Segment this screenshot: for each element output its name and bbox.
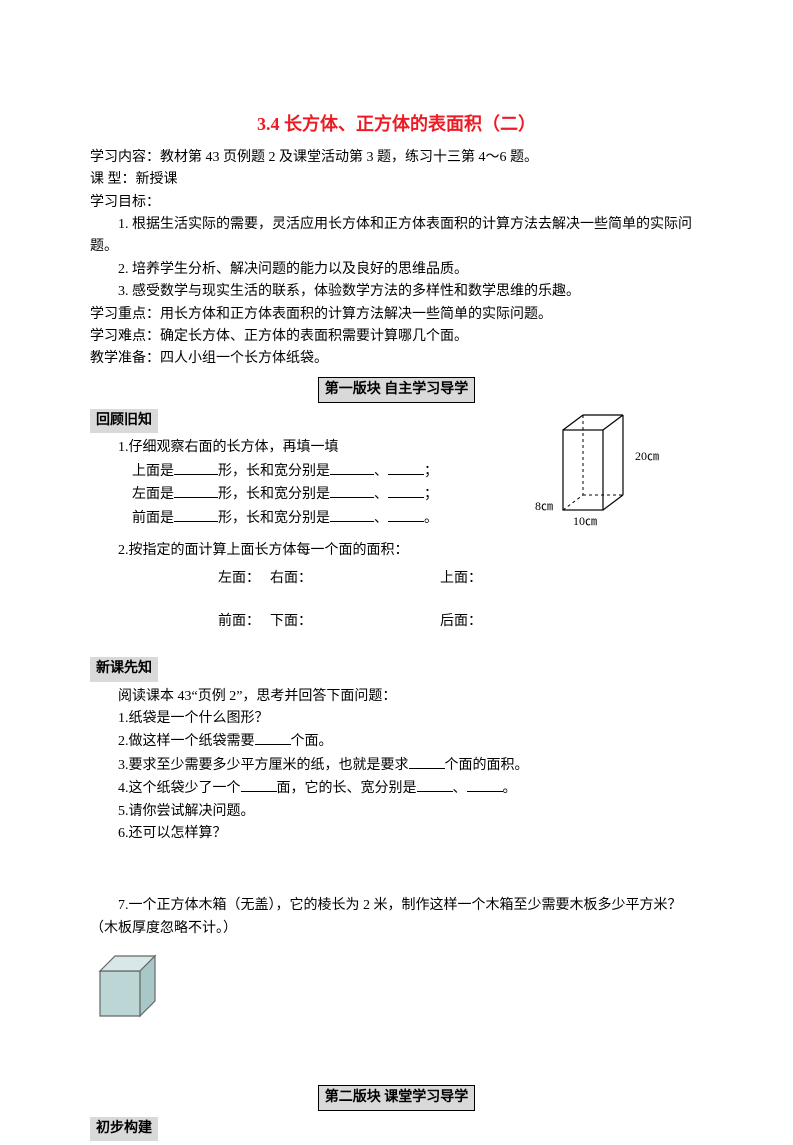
lesson-type: 课 型：新授课: [90, 169, 703, 191]
sep: 、: [374, 487, 388, 502]
blank[interactable]: [388, 507, 424, 522]
np-5: 5.请你尝试解决问题。: [90, 801, 703, 823]
q2-row2: 前面： 下面： 后面：: [90, 611, 703, 633]
q2-right: 右面：: [270, 568, 440, 590]
cuboid-w-label: 10㎝: [573, 514, 597, 528]
cuboid-d-label: 8㎝: [535, 499, 553, 513]
np4-end: 。: [503, 781, 517, 796]
q2-back: 后面：: [440, 611, 610, 633]
newpre-head: 新课先知: [90, 657, 158, 681]
difficulty: 学习难点：确定长方体、正方体的表面积需要计算哪几个面。: [90, 326, 703, 348]
np-6: 6.还可以怎样算？: [90, 823, 703, 845]
np3-pre: 3.要求至少需要多少平方厘米的纸，也就是要求: [118, 758, 409, 773]
q2-front: 前面：: [90, 611, 270, 633]
block2-bar-wrap: 第二版块 课堂学习导学: [90, 1085, 703, 1111]
blank[interactable]: [174, 483, 218, 498]
blank[interactable]: [330, 483, 374, 498]
np2-post: 个面。: [291, 734, 333, 749]
np4-sep: 、: [453, 781, 467, 796]
goal-2: 2. 培养学生分析、解决问题的能力以及良好的思维品质。: [90, 259, 703, 281]
block2-bar: 第二版块 课堂学习导学: [318, 1085, 476, 1111]
blank[interactable]: [467, 777, 503, 792]
q1-left-mid: 形，长和宽分别是: [218, 487, 330, 502]
goal-1: 1. 根据生活实际的需要，灵活应用长方体和正方体表面积的计算方法去解决一些简单的…: [90, 214, 703, 259]
blank[interactable]: [388, 483, 424, 498]
prep: 教学准备：四人小组一个长方体纸袋。: [90, 348, 703, 370]
sep: 、: [374, 511, 388, 526]
q1-top-mid: 形，长和宽分别是: [218, 464, 330, 479]
q1-left-pre: 左面是: [132, 487, 174, 502]
sep: 、: [374, 464, 388, 479]
np4-mid: 面，它的长、宽分别是: [277, 781, 417, 796]
block1-bar: 第一版块 自主学习导学: [318, 377, 476, 403]
review-head: 回顾旧知: [90, 409, 158, 433]
blank[interactable]: [255, 730, 291, 745]
goal-3: 3. 感受数学与现实生活的联系，体验数学方法的多样性和数学思维的乐趣。: [90, 281, 703, 303]
blank[interactable]: [330, 507, 374, 522]
np4-pre: 4.这个纸袋少了一个: [118, 781, 241, 796]
goals-label: 学习目标：: [90, 192, 703, 214]
np-4: 4.这个纸袋少了一个 面，它的长、宽分别是 、 。: [90, 777, 703, 800]
cube-diagram: [90, 946, 170, 1034]
focus: 学习重点：用长方体和正方体表面积的计算方法解决一些简单的实际问题。: [90, 304, 703, 326]
q2-left: 左面：: [90, 568, 270, 590]
np3-post: 个面的面积。: [445, 758, 529, 773]
end: ；: [424, 464, 438, 479]
q1-front-pre: 前面是: [132, 511, 174, 526]
np-7: 7.一个正方体木箱（无盖），它的棱长为 2 米，制作这样一个木箱至少需要木板多少…: [90, 895, 703, 940]
q1-top-pre: 上面是: [132, 464, 174, 479]
blank[interactable]: [388, 460, 424, 475]
q2-lead: 2.按指定的面计算上面长方体每一个面的面积：: [90, 540, 703, 562]
block1-bar-wrap: 第一版块 自主学习导学: [90, 377, 703, 403]
np-1: 1.纸袋是一个什么图形？: [90, 708, 703, 730]
np-3: 3.要求至少需要多少平方厘米的纸，也就是要求 个面的面积。: [90, 754, 703, 777]
study-content: 学习内容：教材第 43 页例题 2 及课堂活动第 3 题，练习十三第 4～6 题…: [90, 147, 703, 169]
cuboid-svg: 20㎝ 8㎝ 10㎝: [523, 410, 683, 530]
page-title: 3.4 长方体、正方体的表面积（二）: [90, 110, 703, 139]
cuboid-h-label: 20㎝: [635, 449, 659, 463]
cuboid-diagram: 20㎝ 8㎝ 10㎝: [523, 410, 683, 530]
np-2: 2.做这样一个纸袋需要 个面。: [90, 730, 703, 753]
q2-top: 上面：: [440, 568, 610, 590]
worksheet-page: 3.4 长方体、正方体的表面积（二） 学习内容：教材第 43 页例题 2 及课堂…: [0, 0, 793, 1122]
cube-svg: [90, 946, 170, 1026]
np2-pre: 2.做这样一个纸袋需要: [118, 734, 255, 749]
end: 。: [424, 511, 438, 526]
block2-head: 初步构建: [90, 1117, 158, 1141]
q2-bottom: 下面：: [270, 611, 440, 633]
q2-row1: 左面： 右面： 上面：: [90, 568, 703, 590]
q1-front-mid: 形，长和宽分别是: [218, 511, 330, 526]
blank[interactable]: [174, 507, 218, 522]
newpre-lead: 阅读课本 43“页例 2”，思考并回答下面问题：: [90, 686, 703, 708]
blank[interactable]: [330, 460, 374, 475]
blank[interactable]: [417, 777, 453, 792]
blank[interactable]: [409, 754, 445, 769]
blank[interactable]: [174, 460, 218, 475]
end: ；: [424, 487, 438, 502]
blank[interactable]: [241, 777, 277, 792]
